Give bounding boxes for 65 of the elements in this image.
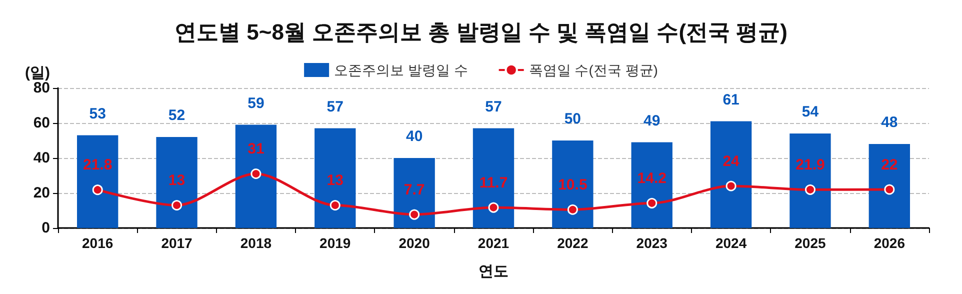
x-tick-label: 2021 <box>478 235 510 251</box>
point <box>488 202 499 213</box>
data-label: 10.5 <box>558 176 588 194</box>
bar <box>472 128 514 228</box>
data-label: 57 <box>485 98 502 116</box>
bar <box>552 140 594 228</box>
y-tick-label: 60 <box>33 114 50 132</box>
point <box>92 184 103 196</box>
data-label: 24 <box>722 152 740 170</box>
y-tick-label: 40 <box>33 150 50 166</box>
x-tick-label: 2025 <box>794 235 826 251</box>
point <box>646 198 658 208</box>
point <box>409 209 420 220</box>
data-label: 11.7 <box>479 174 508 192</box>
data-label: 59 <box>248 94 264 112</box>
legend-label: 오존주의보 발령일 수 <box>334 62 468 78</box>
point <box>804 184 816 195</box>
bar <box>394 158 435 228</box>
data-label: 61 <box>722 91 740 108</box>
x-tick-label: 2018 <box>240 235 272 251</box>
y-axis-title: (일) <box>25 64 50 82</box>
y-tick-label: 20 <box>33 184 50 202</box>
data-label: 7.7 <box>404 181 425 198</box>
x-tick-label: 2016 <box>82 235 114 251</box>
point <box>250 168 262 179</box>
legend-label: 폭염일 수(전국 평균) <box>528 62 658 78</box>
x-tick-label: 2017 <box>161 235 193 251</box>
data-label: 52 <box>168 107 186 124</box>
x-tick-label: 2026 <box>874 235 906 251</box>
bar <box>314 128 356 228</box>
x-tick-label: 2019 <box>320 235 351 251</box>
x-tick-label: 2020 <box>398 235 430 251</box>
bar <box>77 135 118 228</box>
bar <box>868 144 910 228</box>
data-label: 48 <box>881 114 898 131</box>
x-tick-label: 2022 <box>557 235 588 251</box>
data-label: 49 <box>644 112 660 130</box>
bar <box>631 142 672 228</box>
data-label: 53 <box>89 105 106 122</box>
data-label: 13 <box>326 172 344 189</box>
bar <box>156 137 198 228</box>
data-label: 14.2 <box>637 170 666 187</box>
point <box>726 180 736 192</box>
y-tick-label: 80 <box>33 80 50 96</box>
data-label: 13 <box>168 172 186 189</box>
point <box>567 204 578 215</box>
bar <box>235 124 277 228</box>
data-label: 22 <box>881 156 898 174</box>
x-tick-label: 2023 <box>636 235 668 251</box>
chart-title: 연도별 5~8월 오존주의보 총 발령일 수 및 폭염일 수(전국 평균) <box>174 20 788 44</box>
bar <box>710 121 752 228</box>
data-label: 21.9 <box>796 156 825 174</box>
data-label: 54 <box>802 104 820 120</box>
point <box>884 184 895 195</box>
x-tick-label: 2024 <box>715 235 747 251</box>
data-label: 21.8 <box>82 156 112 174</box>
data-label: 40 <box>406 128 423 145</box>
data-label: 31 <box>248 140 264 158</box>
point <box>330 200 340 210</box>
data-label: 50 <box>564 110 582 128</box>
data-label: 57 <box>326 98 344 116</box>
y-tick-label: 0 <box>42 220 50 236</box>
x-axis-title: 연도 <box>478 263 508 280</box>
bar <box>790 134 831 228</box>
point <box>172 200 182 210</box>
